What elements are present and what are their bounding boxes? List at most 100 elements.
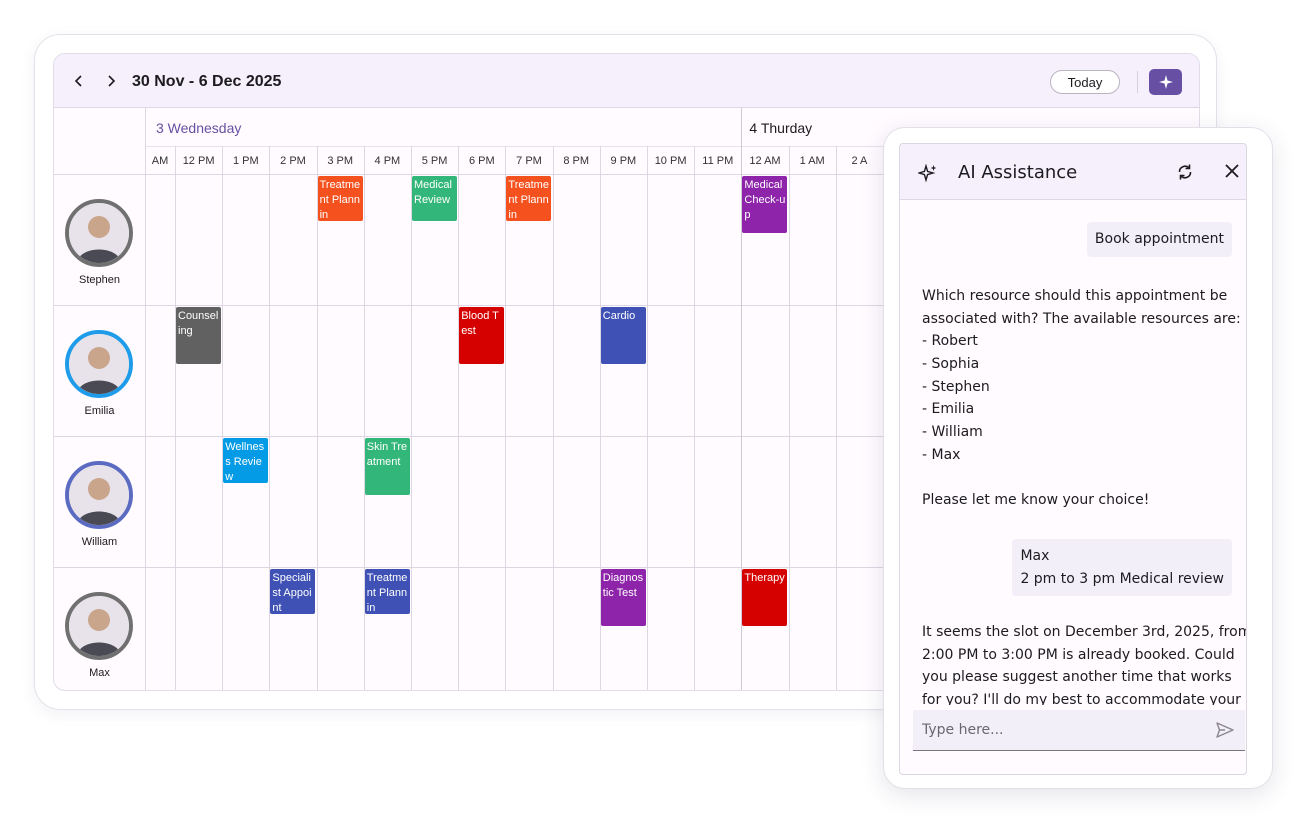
message-line: - Stephen [922,378,990,395]
time-slot-label: 1 PM [232,155,259,167]
message-line: associated with? The available resources… [922,310,1241,327]
slot-divider [411,146,412,690]
appointment[interactable]: Therapy [742,569,788,626]
appointment[interactable]: Medical Review [412,176,457,221]
slot-divider [835,146,837,690]
appointment[interactable]: Treatment Plannin [506,176,552,221]
scheduler-toolbar: 30 Nov - 6 Dec 2025 Today [54,54,1199,108]
ai-panel-header: AI Assistance [900,144,1246,200]
message-line: Which resource should this appointment b… [922,288,1228,304]
avatar[interactable] [65,330,133,398]
appointment[interactable]: Cardio [600,307,646,364]
row-divider [54,436,1199,437]
sparkle-icon [1158,75,1173,89]
time-slot-label: 10 PM [654,155,687,167]
sparkle-icon [918,164,937,183]
chat-input-box [913,710,1245,751]
slot-divider [175,146,176,690]
message-line: you please suggest another time that wor… [922,669,1232,686]
assistant-message: It seems the slot on December 3rd, 2025,… [922,621,1246,705]
ai-panel-title: AI Assistance [958,162,1078,183]
row-divider [54,305,1199,306]
message-line: - Max [922,446,961,463]
appointment[interactable]: Blood Test [459,307,505,364]
message-line: - Emilia [922,401,975,418]
appointment[interactable]: Diagnostic Test [600,569,646,626]
message-line: Max [1020,548,1050,564]
person-icon [69,203,129,263]
avatar[interactable] [65,461,133,529]
time-slot-label: 2 A [851,155,868,167]
chat-history: Book appointment Which resource should th… [900,201,1246,705]
ai-assistance-panel: AI Assistance Book appointment Which reso… [883,127,1273,789]
slot-divider [363,146,365,690]
message-line: 2:00 PM to 3:00 PM is already booked. Co… [922,646,1235,663]
avatar[interactable] [65,592,133,660]
user-message: Book appointment [1086,222,1232,257]
appointment[interactable]: Counseling [176,307,221,364]
slot-divider [316,146,318,690]
close-icon[interactable] [1224,163,1240,179]
day-header-divider [145,146,1199,147]
chat-input[interactable] [922,720,1202,740]
slot-divider [788,146,790,690]
time-slot-label: 5 PM [421,155,448,167]
appointment[interactable]: Treatment Plannin [364,569,410,614]
today-button[interactable]: Today [1050,70,1120,94]
row-divider [54,174,1199,175]
message-line: - Robert [922,333,978,350]
resource-name: Max [89,667,110,679]
resource-name: Stephen [79,274,120,286]
toolbar-divider [1137,71,1138,93]
prev-button[interactable] [68,70,90,92]
day-header-label[interactable]: 3 Wednesday [156,120,242,136]
date-range[interactable]: 30 Nov - 6 Dec 2025 [132,73,282,90]
slot-divider [458,146,460,690]
slot-divider [222,146,224,690]
time-slot-label: 6 PM [468,155,495,167]
time-slot-label: 11 PM [702,155,734,167]
ai-assist-button[interactable] [1149,69,1182,95]
message-line [922,467,1241,490]
next-button[interactable] [100,70,122,92]
message-line: 2 pm to 3 pm Medical review [1020,570,1224,587]
time-slot-label: 12 PM [182,155,215,167]
appointment[interactable]: Treatment Plannin [317,176,363,221]
appointment[interactable]: Medical Check-up [742,176,788,233]
appointment[interactable]: Specialist Appoint [270,569,316,614]
slot-divider [741,108,743,690]
time-slot-label: 3 PM [327,155,354,167]
send-icon[interactable] [1216,722,1234,738]
time-slot-label: 12 AM [749,155,781,167]
assistant-message: Which resource should this appointment b… [922,285,1241,512]
slot-divider [269,146,271,690]
message-line: - William [922,424,983,441]
appointment[interactable]: Skin Treatment [364,438,410,495]
slot-divider [505,146,507,690]
slot-divider [647,146,648,690]
message-line: Book appointment [1094,231,1224,247]
message-line: for you? I'll do my best to accommodate … [922,692,1241,705]
row-divider [54,567,1199,568]
chevron-right-icon [108,75,116,87]
slot-divider [552,146,554,690]
ai-panel-body: AI Assistance Book appointment Which reso… [899,143,1247,775]
message-line: It seems the slot on December 3rd, 2025,… [922,624,1246,640]
chevron-left-icon [74,75,82,87]
person-icon [69,465,129,525]
resource-name: Emilia [84,405,115,417]
day-header-label[interactable]: 4 Thurday [749,120,813,136]
user-message: Max 2 pm to 3 pm Medical review [1012,539,1232,597]
appointment[interactable]: Wellness Review [223,438,269,483]
time-slot-label: 8 PM [563,155,590,167]
person-icon [69,334,129,394]
resource-name: William [81,536,118,548]
time-slot-label: AM [151,155,169,167]
avatar[interactable] [65,199,133,267]
resource-column-divider [145,108,146,690]
time-slot-label: 9 PM [610,155,637,167]
person-icon [69,596,129,656]
refresh-icon[interactable] [1176,163,1194,181]
time-slot-label: 7 PM [516,155,542,167]
